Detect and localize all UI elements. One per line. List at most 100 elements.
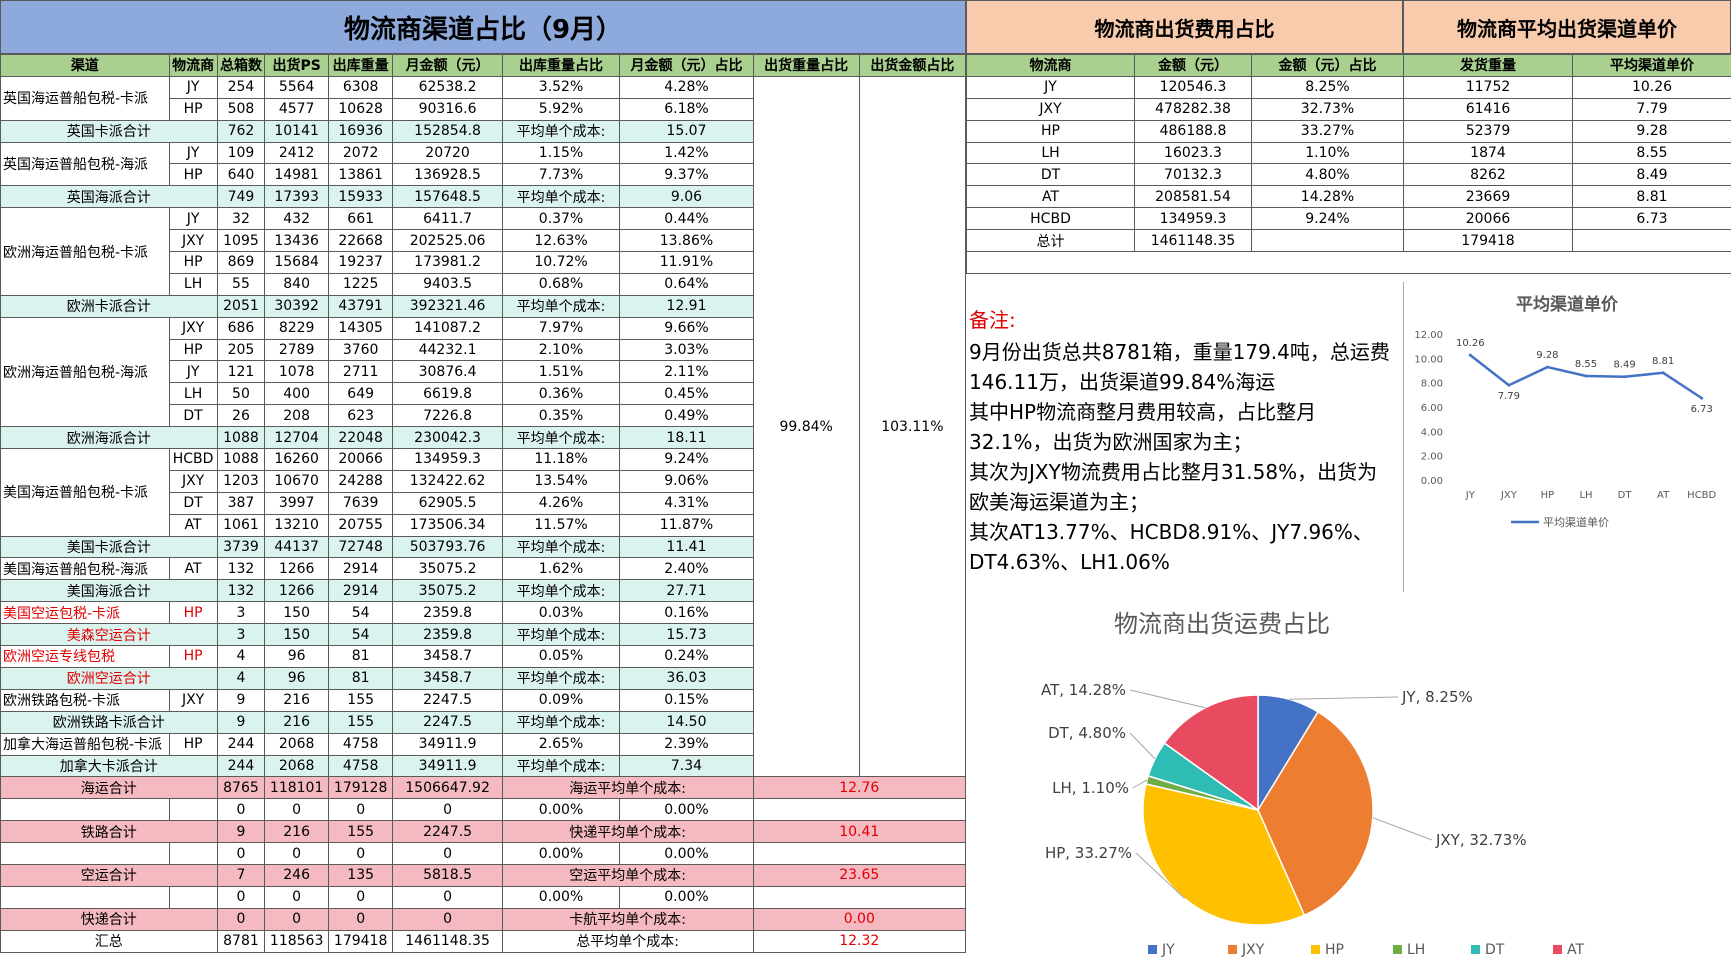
note-line: 欧美海运渠道为主； bbox=[969, 490, 1149, 514]
provider-cell: HP bbox=[168, 645, 218, 668]
avg-cost-label: 总平均单个成本: bbox=[501, 929, 754, 953]
table-cell: 6308 bbox=[327, 75, 394, 99]
table-cell: 0.44% bbox=[619, 207, 754, 231]
chart-title: 物流商出货运费占比 bbox=[1114, 610, 1330, 638]
table-cell: 400 bbox=[264, 382, 329, 406]
avg-cost-value: 12.32 bbox=[752, 929, 967, 953]
avg-cost-value: 0.00 bbox=[752, 907, 967, 931]
total-row: 快递合计 0 0 0 0 卡航平均单个成本: 0.00 bbox=[0, 907, 967, 931]
table-cell: 6411.7 bbox=[392, 207, 503, 231]
table-cell: 6619.8 bbox=[392, 382, 503, 406]
table-cell: 6.73 bbox=[1572, 207, 1731, 231]
table-row: HP 205 2789 3760 44232.1 2.10% 3.03% bbox=[1, 338, 966, 362]
table-cell: 150 bbox=[264, 601, 329, 625]
table-cell: 14981 bbox=[264, 163, 329, 187]
table-cell: 12.63% bbox=[501, 229, 621, 253]
table-cell: 0.49% bbox=[619, 404, 754, 428]
total-cell: 179418 bbox=[327, 929, 394, 953]
table-row: LH 16023.3 1.10% 1874 8.55 bbox=[966, 141, 1731, 165]
channel-name: 美国海运普船包税-海派 bbox=[0, 557, 170, 581]
subtotal-cell: 平均单个成本: bbox=[501, 426, 621, 450]
table-cell: 3997 bbox=[264, 491, 329, 515]
table-cell: HP bbox=[966, 119, 1135, 143]
subtotal-cell: 152854.8 bbox=[392, 119, 503, 143]
table-header-row: 物流商 金额（元） 金额（元）占比 发货重量 平均渠道单价 bbox=[966, 54, 1731, 77]
table-cell: 1461148.35 bbox=[1134, 229, 1252, 253]
leader-line bbox=[1129, 732, 1156, 760]
table-cell: 11.91% bbox=[619, 251, 754, 274]
table-row: AT 208581.54 14.28% 23669 8.81 bbox=[966, 185, 1731, 209]
total-cell: 2247.5 bbox=[392, 820, 503, 844]
table-row: JXY 1203 10670 24288 132422.62 13.54% 9.06% bbox=[1, 469, 966, 493]
table-cell: 7.97% bbox=[501, 316, 621, 340]
subtotal-cell: 平均单个成本: bbox=[501, 666, 621, 690]
provider-cell: JY bbox=[168, 75, 218, 99]
table-row: 欧洲空运专线包税 HP 4 96 81 3458.7 0.05% 0.24% bbox=[0, 645, 966, 668]
table-cell: 0.64% bbox=[619, 272, 754, 296]
table-cell: 0.09% bbox=[501, 688, 621, 712]
total-cell: 0 bbox=[327, 907, 394, 931]
table-cell: 0 bbox=[327, 842, 394, 865]
subtotal-cell: 749 bbox=[216, 185, 266, 209]
legend-swatch bbox=[1228, 945, 1237, 954]
subtotal-cell: 30392 bbox=[264, 294, 329, 318]
provider-cell: HP bbox=[168, 163, 218, 187]
total-cell: 216 bbox=[264, 820, 329, 844]
table-row: 加拿大卡派合计 244 2068 4758 34911.9 平均单个成本: 7.34 bbox=[0, 754, 966, 778]
subtotal-cell: 平均单个成本: bbox=[501, 294, 621, 318]
table-cell: 26 bbox=[216, 404, 266, 428]
subtotal-cell: 平均单个成本: bbox=[501, 754, 621, 778]
channel-table: 渠道 物流商 总箱数 出货PS 出库重量 月金额（元） 出库重量占比 月金额（元）占比 出货重量… bbox=[0, 54, 967, 953]
table-row: 美国空运包税-卡派 HP 3 150 54 2359.8 0.03% 0.16% bbox=[0, 601, 966, 625]
legend-label: 平均渠道单价 bbox=[1543, 515, 1609, 529]
table-cell: 9.24% bbox=[619, 448, 754, 471]
line-chart: 平均渠道单价 0.00 2.00 4.00 6.00 8.00 10.00 12.00 JY JX… bbox=[1414, 294, 1716, 529]
table-cell: 0.00% bbox=[619, 842, 754, 865]
x-tick-label: DT bbox=[1618, 490, 1633, 501]
legend-swatch bbox=[1553, 945, 1562, 954]
table-cell: 7639 bbox=[327, 491, 394, 515]
table-cell: 2.40% bbox=[619, 557, 754, 581]
total-cell: 118563 bbox=[264, 929, 329, 953]
subtotal-label: 美国海派合计 bbox=[0, 579, 218, 603]
subtotal-cell: 4758 bbox=[327, 754, 394, 778]
table-cell: 11.57% bbox=[501, 513, 621, 537]
subtotal-cell: 3458.7 bbox=[392, 666, 503, 690]
shipping-weight-ratio: 99.84% bbox=[752, 75, 860, 778]
main-title: 物流商渠道占比（9月） bbox=[0, 0, 966, 54]
subtotal-cell: 平均单个成本: bbox=[501, 535, 621, 559]
table-cell: 0.35% bbox=[501, 404, 621, 428]
table-cell bbox=[1251, 229, 1404, 253]
avg-cost-value: 10.41 bbox=[752, 820, 967, 844]
note-line: 其次为JXY物流费用占比整月31.58%，出货为 bbox=[969, 460, 1378, 484]
column-header: 渠道 bbox=[0, 54, 170, 77]
table-cell: 34911.9 bbox=[392, 732, 503, 756]
table-row: JXY 478282.38 32.73% 61416 7.79 bbox=[966, 97, 1731, 121]
total-cell: 9 bbox=[216, 820, 266, 844]
subtotal-cell: 35075.2 bbox=[392, 579, 503, 603]
subtotal-cell: 132 bbox=[216, 579, 266, 603]
provider-cell: JXY bbox=[168, 229, 218, 253]
table-cell: 1874 bbox=[1403, 141, 1573, 165]
total-cell: 0 bbox=[216, 907, 266, 931]
table-cell: 2068 bbox=[264, 732, 329, 756]
y-tick-label: 6.00 bbox=[1421, 403, 1443, 414]
table-cell: 2247.5 bbox=[392, 688, 503, 712]
table-row: JY 121 1078 2711 30876.4 1.51% 2.11% bbox=[1, 360, 966, 384]
provider-cell: JY bbox=[168, 141, 218, 165]
subtotal-label: 美森空运合计 bbox=[0, 623, 218, 647]
data-label: 7.79 bbox=[1498, 391, 1520, 402]
legend-label: HP bbox=[1325, 942, 1344, 958]
note-line: 9月份出货总共8781箱，重量179.4吨，总运费 bbox=[969, 340, 1390, 364]
legend-swatch bbox=[1393, 945, 1402, 954]
provider-cell: JXY bbox=[168, 316, 218, 340]
subtotal-cell: 22048 bbox=[327, 426, 394, 450]
table-row: 总计 1461148.35 179418 bbox=[966, 229, 1731, 253]
shipping-amount-ratio: 103.11% bbox=[858, 75, 967, 778]
column-header: 出库重量占比 bbox=[501, 54, 621, 77]
subtotal-cell: 392321.46 bbox=[392, 294, 503, 318]
total-row: 0 0 0 0 0.00% 0.00% bbox=[0, 885, 967, 909]
table-cell: 202525.06 bbox=[392, 229, 503, 253]
table-cell: 8.25% bbox=[1251, 75, 1404, 99]
table-cell: 62905.5 bbox=[392, 491, 503, 515]
